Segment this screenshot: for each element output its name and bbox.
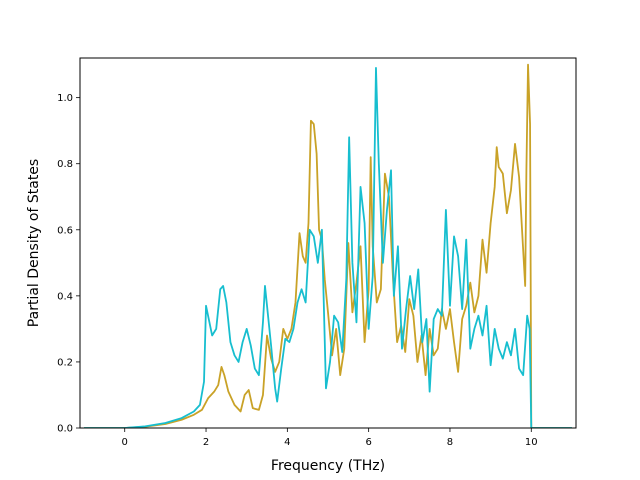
y-axis-ticks: 0.0 0.2 0.4 0.6 0.8 1.0 <box>57 93 80 435</box>
axes-frame <box>79 57 577 429</box>
x-tick-label: 4 <box>284 437 290 448</box>
y-tick-label: 0.6 <box>57 225 73 236</box>
x-tick-label: 2 <box>203 437 209 448</box>
x-axis-ticks: 0 2 4 6 8 10 <box>122 428 538 448</box>
series-line-2 <box>84 67 572 428</box>
series-line-1 <box>84 63 572 428</box>
y-tick-label: 0.8 <box>57 159 73 170</box>
x-tick-label: 10 <box>525 437 538 448</box>
series-layer <box>84 63 572 428</box>
y-tick-label: 1.0 <box>57 93 73 104</box>
x-axis-label: Frequency (THz) <box>271 458 385 474</box>
y-tick-label: 0.2 <box>57 357 73 368</box>
y-tick-label: 0.0 <box>57 424 73 435</box>
x-tick-label: 0 <box>122 437 128 448</box>
x-tick-label: 8 <box>447 437 453 448</box>
x-tick-label: 6 <box>365 437 371 448</box>
y-axis-label: Partial Density of States <box>26 159 42 327</box>
y-tick-label: 0.4 <box>57 291 73 302</box>
